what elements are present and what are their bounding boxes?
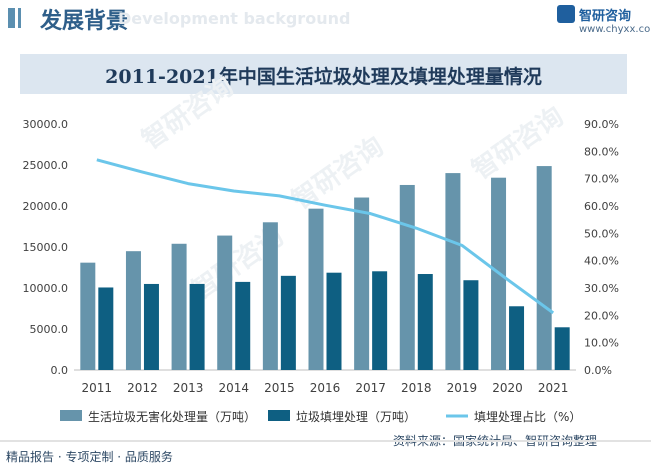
section-title: 发展背景 [40,9,129,34]
y-right-tick-label: 0.0% [584,364,612,377]
bar-landfill [554,327,570,370]
y-left-tick-label: 5000.0 [30,323,69,336]
x-tick-label: 2013 [173,381,204,395]
bar-landfill [143,283,159,370]
bar-landfill [326,272,342,370]
y-right-tick-label: 90.0% [584,118,619,131]
y-right-tick-label: 60.0% [584,200,619,213]
legend-label: 垃圾填埋处理（万吨） [296,409,416,424]
bar-landfill [463,280,479,370]
brand-name: 智研咨询 [579,9,632,24]
legend-swatch [60,410,82,421]
x-tick-label: 2019 [447,381,478,395]
bar-total [354,197,370,370]
x-tick-label: 2014 [218,381,249,395]
watermark-text: 智研咨询 [286,131,389,216]
y-left-tick-label: 25000.0 [23,159,69,172]
y-right-tick-label: 30.0% [584,282,619,295]
footer-divider [0,440,651,442]
x-tick-label: 2016 [310,381,341,395]
y-left-tick-label: 20000.0 [23,200,69,213]
y-right-tick-label: 50.0% [584,227,619,240]
x-tick-label: 2021 [538,381,569,395]
legend-swatch [268,410,290,421]
bar-landfill [372,271,388,370]
x-tick-label: 2012 [127,381,158,395]
y-right-tick-label: 80.0% [584,145,619,158]
bar-landfill [280,275,296,370]
brand-logo-icon [557,5,575,23]
bar-total [399,184,415,370]
bar-total [262,222,278,370]
y-left-tick-label: 15000.0 [23,241,69,254]
section-header: 发展背景 Development background [0,0,651,40]
section-title-watermark: Development background [118,9,351,28]
legend-label: 填埋处理占比（%） [474,409,581,424]
y-right-tick-label: 70.0% [584,173,619,186]
x-tick-label: 2015 [264,381,295,395]
x-tick-label: 2017 [355,381,386,395]
y-right-tick-label: 40.0% [584,255,619,268]
bar-total [308,208,324,370]
x-tick-label: 2011 [82,381,113,395]
watermark-text: 智研咨询 [136,71,239,156]
bar-landfill [189,283,205,370]
bar-layer [80,166,570,370]
header-accent-bar [8,8,15,28]
line-landfill-share [96,158,555,315]
watermark-text: 智研咨询 [466,101,569,186]
bar-total [80,262,96,370]
line-layer [96,158,555,315]
bar-total [217,235,233,370]
bar-total [536,166,552,370]
legend-label: 生活垃圾无害化处理量（万吨） [88,409,256,424]
bar-landfill [417,274,433,370]
brand-url: www.chyxx.com [579,24,651,35]
bar-total [445,173,461,370]
chart-title: 2011-2021年中国生活垃圾处理及填埋处理量情况 [105,66,542,88]
y-right-tick-label: 20.0% [584,309,619,322]
header-accent-bar-thin [18,8,21,28]
bar-total [125,251,141,370]
y-right-tick-label: 10.0% [584,337,619,350]
y-left-tick-label: 0.0 [51,364,69,377]
chart-title-band: 2011-2021年中国生活垃圾处理及填埋处理量情况 [20,54,627,94]
bar-landfill [235,281,251,370]
x-tick-label: 2020 [492,381,523,395]
legend: 生活垃圾无害化处理量（万吨） 垃圾填埋处理（万吨） 填埋处理占比（%） [60,409,581,424]
bar-total [171,243,187,370]
footer-slogan: 精品报告 · 专项定制 · 品质服务 [6,450,173,464]
x-tick-label: 2018 [401,381,432,395]
axis-layer: 0.0 5000.0 10000.0 15000.0 20000.0 25000.0 300… [23,118,619,395]
y-left-tick-label: 10000.0 [23,282,69,295]
y-left-tick-label: 30000.0 [23,118,69,131]
brand-logo: 智研咨询 www.chyxx.com [557,5,651,39]
bar-landfill [509,306,525,370]
bar-landfill [98,287,114,370]
